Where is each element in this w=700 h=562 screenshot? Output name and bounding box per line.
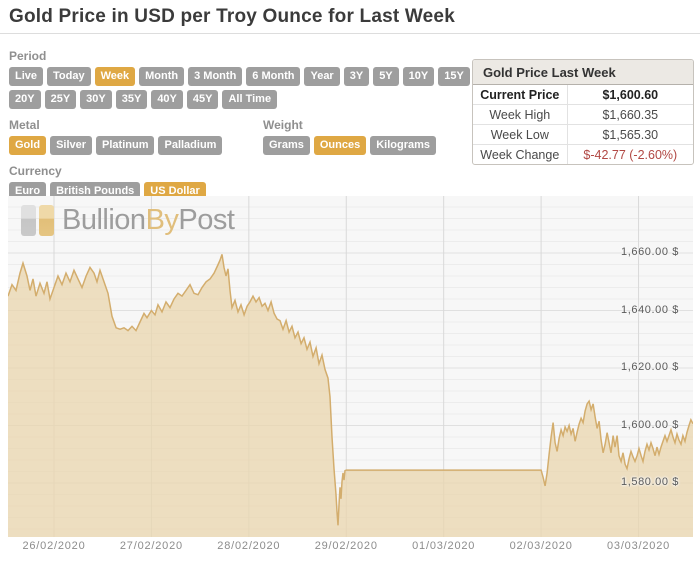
- logo-word-post: Post: [178, 204, 235, 236]
- x-axis-tick-label: 27/02/2020: [119, 540, 183, 552]
- table-row-value: $1,565.30: [602, 128, 659, 142]
- period-button-6-month[interactable]: 6 Month: [246, 67, 301, 86]
- price-summary-rows: Current Price $1,600.60 Week High $1,660.35…: [473, 85, 693, 164]
- x-axis-tick-label: 03/03/2020: [606, 540, 671, 552]
- metal-button-group: Gold Silver Platinum Palladium: [9, 136, 249, 159]
- period-button-3y[interactable]: 3Y: [343, 67, 370, 86]
- bullionbypost-logo: BullionByPost: [21, 204, 235, 236]
- logo-text: BullionByPost: [62, 204, 235, 236]
- metal-label: Metal: [9, 118, 40, 132]
- period-button-10y[interactable]: 10Y: [402, 67, 435, 86]
- period-button-45y[interactable]: 45Y: [186, 90, 219, 109]
- table-row: Week High $1,660.35: [473, 105, 693, 125]
- x-axis-tick-label: 28/02/2020: [217, 540, 281, 552]
- y-axis-tick-label: 1,620.00 $: [621, 361, 679, 373]
- weight-label: Weight: [263, 118, 303, 132]
- table-row: Current Price $1,600.60: [473, 85, 693, 105]
- period-button-group: Live Today Week Month 3 Month 6 Month Year 3Y 5Y…: [9, 67, 477, 113]
- y-axis-tick-label: 1,600.00 $: [621, 418, 679, 431]
- table-row-value: $1,660.35: [602, 108, 659, 122]
- table-row-label: Week High: [473, 105, 568, 124]
- x-axis-tick-label: 02/03/2020: [509, 540, 573, 552]
- chart-plot-area[interactable]: BullionByPost 1,580.00 $ 1,600.00 $ 1,620.…: [8, 196, 693, 537]
- metal-button-gold[interactable]: Gold: [9, 136, 47, 155]
- period-button-week[interactable]: Week: [94, 67, 136, 86]
- table-row-label: Week Low: [473, 125, 568, 144]
- metal-button-silver[interactable]: Silver: [50, 136, 93, 155]
- table-row: Week Change $-42.77 (-2.60%): [473, 145, 693, 164]
- period-button-live[interactable]: Live: [9, 67, 44, 86]
- period-button-all-time[interactable]: All Time: [222, 90, 278, 109]
- x-axis-labels: 26/02/2020 27/02/2020 28/02/2020 29/02/2020…: [8, 537, 693, 556]
- period-button-20y[interactable]: 20Y: [9, 90, 41, 109]
- period-button-today[interactable]: Today: [47, 67, 91, 86]
- table-row-label: Current Price: [473, 85, 568, 104]
- price-line: [8, 254, 693, 526]
- period-button-5y[interactable]: 5Y: [373, 67, 399, 86]
- metal-button-platinum[interactable]: Platinum: [96, 136, 155, 155]
- gold-bar-icon: [39, 205, 54, 236]
- period-button-year[interactable]: Year: [304, 67, 340, 86]
- period-button-35y[interactable]: 35Y: [115, 90, 148, 109]
- gold-price-chart: BullionByPost 1,580.00 $ 1,600.00 $ 1,620.…: [8, 196, 693, 556]
- table-row-label: Week Change: [473, 145, 568, 164]
- weight-button-ounces[interactable]: Ounces: [313, 136, 367, 155]
- table-row: Week Low $1,565.30: [473, 125, 693, 145]
- currency-label: Currency: [9, 164, 62, 178]
- weight-button-grams[interactable]: Grams: [263, 136, 310, 155]
- metal-group: Metal Gold Silver Platinum Palladium: [9, 113, 249, 159]
- period-button-3-month[interactable]: 3 Month: [188, 67, 243, 86]
- x-axis-tick-label: 01/03/2020: [412, 540, 476, 552]
- metal-button-palladium[interactable]: Palladium: [158, 136, 223, 155]
- period-button-40y[interactable]: 40Y: [151, 90, 183, 109]
- period-button-30y[interactable]: 30Y: [80, 90, 112, 109]
- x-axis-tick-label: 29/02/2020: [314, 540, 378, 552]
- price-area-fill: [8, 254, 693, 537]
- logo-word-bullion: Bullion: [62, 204, 146, 236]
- price-summary-table: Gold Price Last Week Current Price $1,600…: [472, 59, 694, 165]
- silver-bar-icon: [21, 205, 36, 236]
- weight-group: Weight Grams Ounces Kilograms: [263, 113, 483, 159]
- price-area-chart: [8, 196, 693, 537]
- x-axis-tick-label: 26/02/2020: [22, 540, 86, 552]
- weight-button-kilograms[interactable]: Kilograms: [370, 136, 437, 155]
- period-button-month[interactable]: Month: [139, 67, 185, 86]
- y-axis-tick-label: 1,640.00 $: [621, 303, 679, 316]
- page-title: Gold Price in USD per Troy Ounce for Las…: [9, 6, 455, 27]
- period-label: Period: [9, 49, 47, 63]
- table-row-value: $1,600.60: [602, 88, 659, 102]
- table-row-value: $-42.77 (-2.60%): [583, 148, 678, 162]
- period-button-25y[interactable]: 25Y: [44, 90, 77, 109]
- price-summary-title: Gold Price Last Week: [473, 60, 693, 85]
- weight-button-group: Grams Ounces Kilograms: [263, 136, 483, 159]
- logo-word-by: By: [145, 204, 179, 236]
- y-axis-tick-label: 1,660.00 $: [621, 246, 679, 258]
- title-divider: [0, 33, 700, 34]
- period-button-15y[interactable]: 15Y: [438, 67, 470, 86]
- chart-controls: Period Live Today Week Month 3 Month 6 Month Y…: [9, 44, 470, 205]
- y-axis-tick-label: 1,580.00 $: [621, 476, 679, 488]
